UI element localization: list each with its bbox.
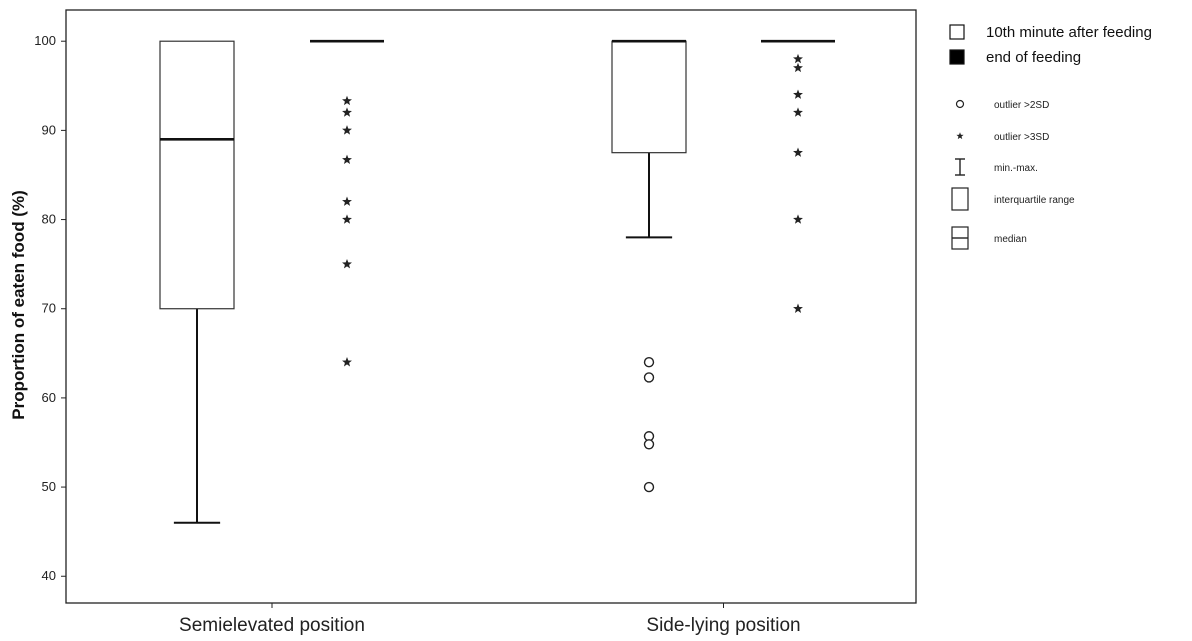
outlier-2sd-marker (643, 439, 655, 450)
x-category-label: Semielevated position (179, 615, 365, 636)
y-tick-label: 50 (42, 479, 56, 494)
outlier-3sd-marker (793, 53, 803, 64)
outlier-2sd-marker (643, 357, 655, 368)
box-end-of-feeding-semielevated (310, 39, 384, 367)
legend-series-label: end of feeding (986, 49, 1081, 66)
y-tick-label: 40 (42, 568, 56, 583)
legend: 10th minute after feeding end of feeding o… (949, 24, 1152, 250)
outlier-3sd-marker (793, 214, 803, 224)
outlier-3sd-marker (793, 89, 803, 99)
legend-box-symbol (951, 187, 969, 211)
y-axis-label: Proportion of eaten food (%) (9, 190, 28, 419)
outlier-3sd-marker (342, 357, 352, 367)
legend-swatch (949, 24, 965, 40)
outlier-3sd-marker (342, 196, 352, 206)
x-axis: Semielevated position Side-lying position (179, 603, 801, 636)
box-tenth-minute-semielevated (159, 40, 235, 524)
y-tick-label: 100 (34, 33, 56, 48)
y-axis: 40 50 60 70 80 90 100 (34, 33, 66, 583)
outlier-3sd-marker (793, 107, 803, 117)
legend-series-label: 10th minute after feeding (986, 24, 1152, 41)
legend-symbol-label: interquartile range (994, 195, 1075, 206)
legend-symbol-label: median (994, 234, 1027, 245)
legend-symbol-label: min.-max. (994, 163, 1038, 174)
y-tick-label: 70 (42, 301, 56, 316)
boxes-layer (159, 39, 835, 524)
x-category-label: Side-lying position (646, 615, 800, 636)
legend-star-symbol (956, 132, 964, 140)
outlier-2sd-marker (643, 372, 655, 383)
box-end-of-feeding-side-lying (761, 39, 835, 313)
plot-area-frame (65, 9, 917, 604)
outlier-3sd-marker (342, 154, 352, 165)
outlier-3sd-marker (793, 147, 803, 157)
legend-circle-symbol (955, 99, 965, 109)
legend-symbol-label: outlier >3SD (994, 132, 1049, 143)
legend-swatch (949, 49, 965, 65)
y-tick-label: 60 (42, 390, 56, 405)
outlier-2sd-marker (643, 481, 655, 493)
outlier-3sd-marker (342, 258, 352, 269)
outlier-3sd-marker (342, 214, 352, 224)
y-tick-label: 90 (42, 122, 56, 137)
outlier-3sd-marker (342, 107, 352, 117)
interquartile-box (159, 40, 235, 310)
interquartile-box (611, 40, 687, 154)
box-tenth-minute-side-lying (611, 39, 687, 493)
y-tick-label: 80 (42, 212, 56, 227)
outlier-3sd-marker (342, 95, 352, 106)
legend-symbol-label: outlier >2SD (994, 100, 1049, 111)
outlier-3sd-marker (793, 303, 803, 313)
outlier-3sd-marker (342, 125, 352, 135)
outlier-3sd-marker (793, 62, 803, 73)
